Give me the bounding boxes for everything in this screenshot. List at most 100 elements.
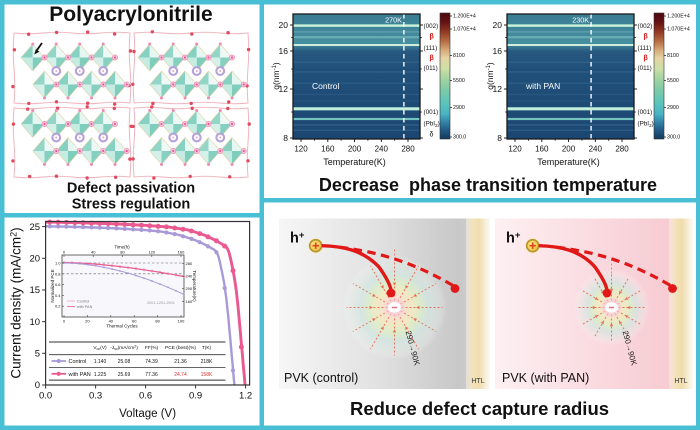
svg-text:20: 20 — [30, 253, 41, 264]
svg-text:1.070E+4: 1.070E+4 — [667, 27, 690, 33]
svg-text:PVK (control): PVK (control) — [284, 371, 358, 385]
svg-text:218K: 218K — [201, 359, 213, 365]
svg-text:21.36: 21.36 — [174, 359, 187, 365]
svg-text:Decrease phase transition tem: Decrease phase transition temperature — [319, 175, 657, 195]
svg-text:40: 40 — [109, 319, 114, 324]
svg-text:160: 160 — [321, 145, 335, 154]
svg-text:8100: 8100 — [667, 53, 679, 59]
svg-text:300.0: 300.0 — [453, 135, 466, 141]
svg-text:1.0: 1.0 — [55, 261, 61, 266]
svg-text:20: 20 — [279, 20, 289, 30]
svg-text:PVK (with PAN): PVK (with PAN) — [502, 371, 589, 385]
svg-text:Current density (mA/cm2): Current density (mA/cm2) — [9, 227, 24, 378]
svg-text:120: 120 — [294, 145, 308, 154]
svg-text:25: 25 — [30, 222, 41, 233]
svg-text:5500: 5500 — [667, 78, 679, 84]
svg-text:0: 0 — [63, 319, 66, 324]
svg-text:20: 20 — [85, 319, 90, 324]
svg-text:0.2: 0.2 — [55, 304, 61, 309]
svg-text:Voc(V): Voc(V) — [93, 345, 107, 351]
svg-text:240: 240 — [375, 145, 389, 154]
svg-text:25.69: 25.69 — [118, 372, 131, 378]
svg-text:Thermal Cycles: Thermal Cycles — [106, 324, 138, 329]
svg-text:(111): (111) — [638, 45, 652, 52]
svg-text:200: 200 — [562, 145, 576, 154]
svg-text:160: 160 — [186, 299, 193, 304]
svg-text:HTL: HTL — [471, 378, 484, 385]
svg-text:1.140: 1.140 — [94, 359, 107, 365]
svg-text:300.0: 300.0 — [667, 135, 680, 141]
svg-text:Stress regulation: Stress regulation — [72, 197, 190, 213]
svg-text:0.3: 0.3 — [89, 391, 102, 402]
svg-text:1.2: 1.2 — [239, 391, 252, 402]
svg-text:120: 120 — [508, 145, 522, 154]
svg-text:(001): (001) — [424, 109, 439, 116]
svg-text:12: 12 — [493, 84, 503, 94]
svg-text:Control: Control — [69, 359, 87, 365]
svg-text:2900: 2900 — [667, 105, 679, 111]
svg-text:(PbI2): (PbI2) — [638, 121, 654, 129]
svg-text:2001-1201-2501: 2001-1201-2501 — [147, 301, 175, 305]
svg-text:24.74: 24.74 — [174, 372, 187, 378]
svg-text:77.36: 77.36 — [145, 372, 158, 378]
svg-text:β: β — [430, 55, 435, 62]
svg-text:1.200E+4: 1.200E+4 — [667, 14, 690, 20]
svg-text:HTL: HTL — [674, 378, 687, 385]
svg-text:with PAN: with PAN — [77, 305, 93, 309]
svg-text:0.9: 0.9 — [189, 391, 202, 402]
svg-text:δ: δ — [430, 132, 434, 139]
svg-text:q(nm-1): q(nm-1) — [485, 62, 495, 90]
svg-text:230K: 230K — [572, 16, 589, 25]
svg-text:25.08: 25.08 — [118, 359, 131, 365]
svg-text:280: 280 — [615, 145, 629, 154]
svg-text:0.8: 0.8 — [55, 271, 61, 276]
svg-text:8: 8 — [497, 133, 502, 143]
svg-text:8: 8 — [283, 133, 288, 143]
svg-text:5500: 5500 — [453, 78, 465, 84]
svg-text:74.39: 74.39 — [145, 359, 158, 365]
svg-text:β: β — [644, 34, 649, 41]
svg-text:40: 40 — [91, 250, 96, 255]
svg-text:0: 0 — [35, 380, 40, 391]
svg-text:Control: Control — [77, 300, 89, 304]
svg-text:16: 16 — [493, 46, 503, 56]
svg-text:5: 5 — [35, 349, 40, 360]
svg-text:Polyacrylonitrile: Polyacrylonitrile — [49, 3, 212, 26]
svg-text:Temperature(K): Temperature(K) — [192, 270, 197, 302]
svg-text:with PAN: with PAN — [525, 81, 560, 91]
svg-text:-Jsc(mA/cm2): -Jsc(mA/cm2) — [110, 345, 138, 352]
svg-text:β: β — [644, 55, 649, 62]
svg-text:with PAN: with PAN — [68, 372, 91, 378]
svg-text:0.0: 0.0 — [39, 391, 52, 402]
svg-text:200: 200 — [348, 145, 362, 154]
svg-text:0.6: 0.6 — [139, 391, 152, 402]
svg-text:100: 100 — [178, 319, 185, 324]
svg-text:PCE (best)(%): PCE (best)(%) — [165, 345, 196, 351]
svg-text:Reduce defect capture radius: Reduce defect capture radius — [350, 398, 609, 419]
svg-text:0.4: 0.4 — [55, 293, 61, 298]
svg-text:1.200E+4: 1.200E+4 — [453, 14, 476, 20]
svg-text:(PbI2): (PbI2) — [424, 121, 440, 129]
svg-text:1.225: 1.225 — [94, 372, 107, 378]
svg-text:240: 240 — [186, 274, 193, 279]
svg-text:FF(%): FF(%) — [145, 345, 159, 351]
svg-text:Time(h): Time(h) — [114, 245, 130, 250]
svg-text:Temperature(K): Temperature(K) — [537, 157, 600, 167]
svg-text:280: 280 — [186, 261, 193, 266]
svg-text:(011): (011) — [638, 65, 652, 72]
svg-text:80: 80 — [120, 250, 125, 255]
svg-text:Voltage (V): Voltage (V) — [119, 408, 176, 420]
svg-text:270K: 270K — [385, 16, 402, 25]
svg-text:240: 240 — [589, 145, 603, 154]
svg-text:60: 60 — [132, 319, 137, 324]
svg-text:1.070E+4: 1.070E+4 — [453, 27, 476, 33]
svg-text:β: β — [430, 34, 435, 41]
svg-text:8100: 8100 — [453, 53, 465, 59]
svg-text:T(K): T(K) — [202, 345, 212, 351]
svg-text:Normalized PCE: Normalized PCE — [50, 269, 55, 302]
svg-text:10: 10 — [30, 317, 41, 328]
svg-text:20: 20 — [493, 20, 503, 30]
svg-text:160: 160 — [178, 250, 185, 255]
svg-text:200: 200 — [186, 286, 193, 291]
svg-text:Temperature(K): Temperature(K) — [323, 157, 386, 167]
